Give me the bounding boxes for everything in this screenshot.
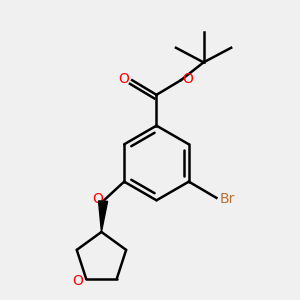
Text: O: O — [182, 72, 194, 86]
Polygon shape — [98, 201, 108, 232]
Text: O: O — [118, 72, 130, 86]
Text: Br: Br — [220, 193, 235, 206]
Text: O: O — [92, 191, 103, 206]
Text: O: O — [73, 274, 83, 288]
